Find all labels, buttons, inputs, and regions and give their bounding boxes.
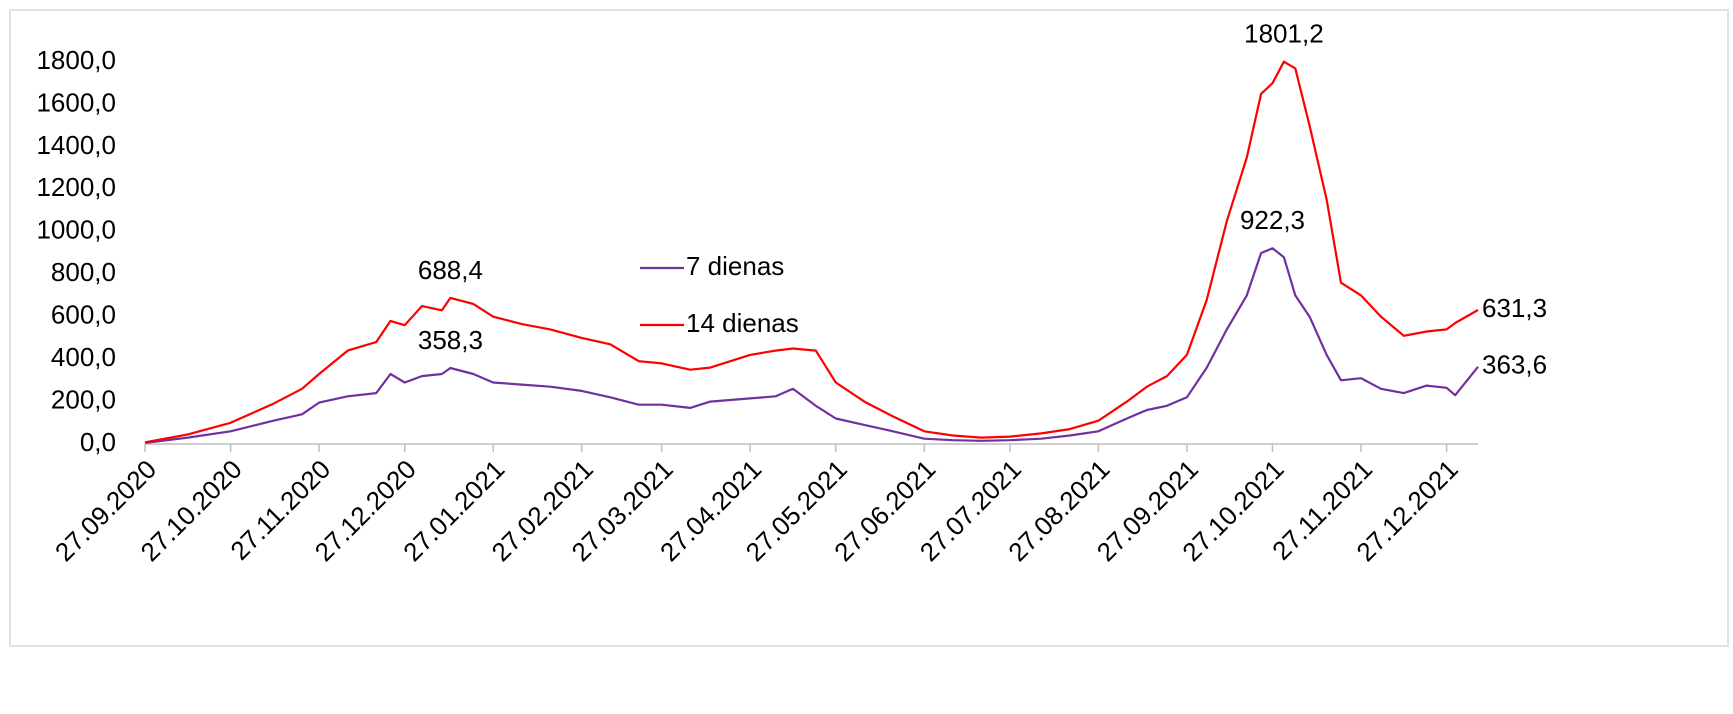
y-tick-label: 1000,0 xyxy=(36,215,116,245)
data-label: 631,3 xyxy=(1482,293,1547,323)
data-label: 688,4 xyxy=(418,255,483,285)
legend-label: 14 dienas xyxy=(686,308,799,338)
y-tick-label: 1400,0 xyxy=(36,130,116,160)
data-label: 358,3 xyxy=(418,325,483,355)
data-label: 1801,2 xyxy=(1244,19,1324,49)
y-tick-label: 600,0 xyxy=(51,300,116,330)
y-tick-label: 1800,0 xyxy=(36,45,116,75)
y-tick-label: 0,0 xyxy=(80,427,116,457)
y-tick-label: 800,0 xyxy=(51,257,116,287)
series-line xyxy=(144,60,1479,444)
y-tick-label: 200,0 xyxy=(51,384,116,414)
chart-frame xyxy=(9,9,1729,647)
data-label: 363,6 xyxy=(1482,350,1547,380)
legend-label: 7 dienas xyxy=(686,251,784,281)
y-tick-label: 1200,0 xyxy=(36,172,116,202)
series-line xyxy=(144,247,1479,444)
y-tick-label: 1600,0 xyxy=(36,87,116,117)
y-tick-label: 400,0 xyxy=(51,342,116,372)
data-label: 922,3 xyxy=(1240,205,1305,235)
